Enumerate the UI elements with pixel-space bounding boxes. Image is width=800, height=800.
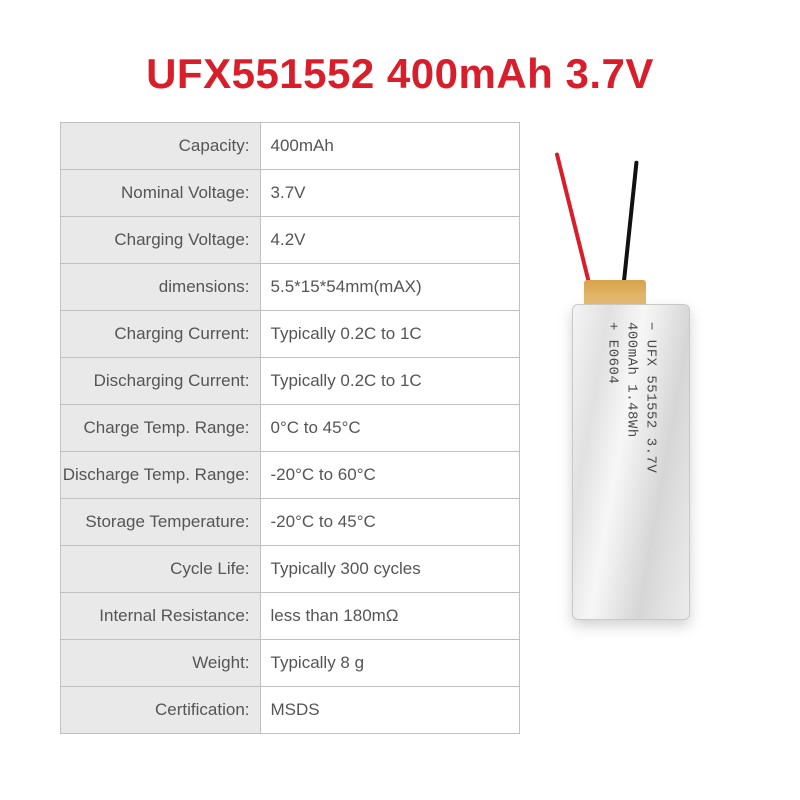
spec-label: Charge Temp. Range: <box>61 405 261 452</box>
spec-value: 5.5*15*54mm(mAX) <box>260 264 519 311</box>
spec-value: Typically 300 cycles <box>260 546 519 593</box>
spec-value: -20°C to 60°C <box>260 452 519 499</box>
table-row: Storage Temperature:-20°C to 45°C <box>61 499 520 546</box>
table-row: Discharging Current:Typically 0.2C to 1C <box>61 358 520 405</box>
table-row: Charging Current:Typically 0.2C to 1C <box>61 311 520 358</box>
table-row: dimensions:5.5*15*54mm(mAX) <box>61 264 520 311</box>
battery-label-line3: + E0604 <box>605 322 621 384</box>
spec-label: Charging Current: <box>61 311 261 358</box>
spec-value: 3.7V <box>260 170 519 217</box>
product-title: UFX551552 400mAh 3.7V <box>30 50 770 98</box>
content-row: Capacity:400mAhNominal Voltage:3.7VCharg… <box>30 122 770 734</box>
battery-label-line2: 400mAh 1.48Wh <box>623 322 639 438</box>
battery-image-column: − UFX 551552 3.7V 400mAh 1.48Wh + E0604 <box>540 122 740 734</box>
spec-value: 0°C to 45°C <box>260 405 519 452</box>
spec-value: MSDS <box>260 687 519 734</box>
spec-table: Capacity:400mAhNominal Voltage:3.7VCharg… <box>60 122 520 734</box>
spec-label: Cycle Life: <box>61 546 261 593</box>
spec-value: Typically 0.2C to 1C <box>260 358 519 405</box>
table-row: Discharge Temp. Range:-20°C to 60°C <box>61 452 520 499</box>
spec-label: Discharge Temp. Range: <box>61 452 261 499</box>
table-row: Nominal Voltage:3.7V <box>61 170 520 217</box>
battery-pouch: − UFX 551552 3.7V 400mAh 1.48Wh + E0604 <box>572 304 690 620</box>
table-row: Cycle Life:Typically 300 cycles <box>61 546 520 593</box>
spec-value: 400mAh <box>260 123 519 170</box>
battery-illustration: − UFX 551552 3.7V 400mAh 1.48Wh + E0604 <box>550 218 730 638</box>
battery-tab <box>584 280 646 306</box>
spec-label: Discharging Current: <box>61 358 261 405</box>
spec-label: Weight: <box>61 640 261 687</box>
table-row: Internal Resistance:less than 180mΩ <box>61 593 520 640</box>
spec-label: Nominal Voltage: <box>61 170 261 217</box>
spec-value: 4.2V <box>260 217 519 264</box>
battery-print-label: − UFX 551552 3.7V 400mAh 1.48Wh + E0604 <box>603 322 660 602</box>
table-row: Capacity:400mAh <box>61 123 520 170</box>
table-row: Charging Voltage:4.2V <box>61 217 520 264</box>
spec-label: Storage Temperature: <box>61 499 261 546</box>
spec-table-body: Capacity:400mAhNominal Voltage:3.7VCharg… <box>61 123 520 734</box>
battery-label-line1: − UFX 551552 3.7V <box>642 322 658 473</box>
spec-label: dimensions: <box>61 264 261 311</box>
spec-value: less than 180mΩ <box>260 593 519 640</box>
table-row: Certification:MSDS <box>61 687 520 734</box>
spec-label: Charging Voltage: <box>61 217 261 264</box>
spec-label: Certification: <box>61 687 261 734</box>
spec-value: Typically 8 g <box>260 640 519 687</box>
table-row: Charge Temp. Range:0°C to 45°C <box>61 405 520 452</box>
table-row: Weight:Typically 8 g <box>61 640 520 687</box>
spec-value: -20°C to 45°C <box>260 499 519 546</box>
spec-label: Internal Resistance: <box>61 593 261 640</box>
spec-value: Typically 0.2C to 1C <box>260 311 519 358</box>
product-spec-card: UFX551552 400mAh 3.7V Capacity:400mAhNom… <box>30 30 770 770</box>
spec-label: Capacity: <box>61 123 261 170</box>
